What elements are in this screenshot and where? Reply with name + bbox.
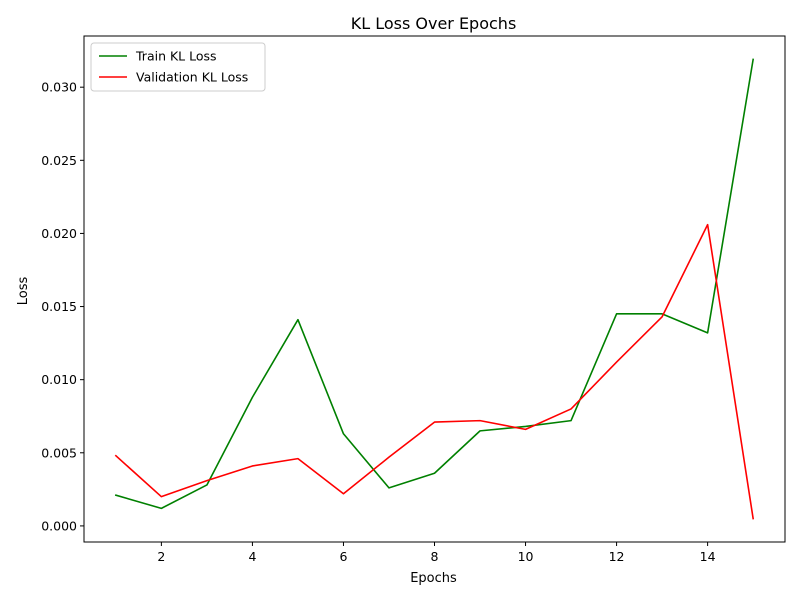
series-line-train [114,58,755,510]
legend-label-validation: Validation KL Loss [136,70,248,85]
x-tick-label: 4 [248,549,256,564]
x-tick-label: 14 [700,549,716,564]
legend-label-train: Train KL Loss [135,49,217,64]
y-tick-label: 0.005 [41,445,77,460]
x-tick-label: 6 [339,549,347,564]
series-layer [114,58,755,520]
series-line-validation [114,223,755,520]
plot-frame [83,35,786,543]
legend: Train KL Loss Validation KL Loss [90,42,266,92]
x-tick-label: 10 [518,549,534,564]
x-axis-label: Epochs [410,571,457,586]
y-tick-label: 0.015 [41,299,77,314]
y-tick-label: 0.025 [41,153,77,168]
x-tick-label: 2 [157,549,165,564]
y-tick-label: 0.030 [41,80,77,95]
x-tick-label: 8 [431,549,439,564]
y-tick-label: 0.000 [41,518,77,533]
x-tick-label: 12 [609,549,625,564]
legend-box [90,42,266,92]
ticks-layer: 2 4 6 8 10 12 14 0.000 0.005 0.010 0.015 0.020 0.025… [41,80,715,564]
y-tick-label: 0.010 [41,372,77,387]
y-tick-label: 0.020 [41,226,77,241]
chart-title: KL Loss Over Epochs [351,14,517,33]
y-axis-label: Loss [16,277,31,306]
